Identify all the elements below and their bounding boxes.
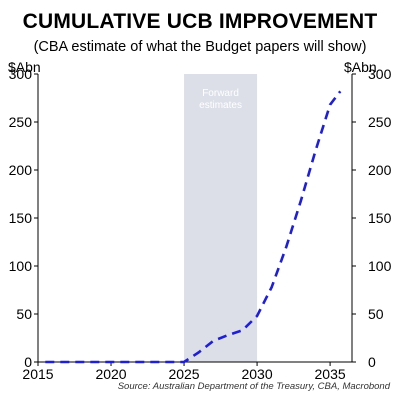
y-tick-label-left: 200 <box>9 162 33 178</box>
y-tick-label-right: 100 <box>368 258 392 274</box>
forward-estimates-label-line2: estimates <box>199 100 242 111</box>
series-lines <box>45 90 342 364</box>
y-tick-label-left: 150 <box>9 210 33 226</box>
y-tick-label-right: 200 <box>368 162 392 178</box>
y-tick-label-right: 300 <box>368 66 392 82</box>
y-tick-label-left: 100 <box>9 258 33 274</box>
series-line-ucb-improvement <box>45 90 342 364</box>
y-tick-label-left: 250 <box>9 114 33 130</box>
y-tick-label-left: 50 <box>16 306 32 322</box>
forward-estimates-band <box>184 74 258 362</box>
chart-source: Source: Australian Department of the Tre… <box>117 381 390 392</box>
y-tick-label-right: 0 <box>368 354 376 370</box>
y-tick-label-right: 50 <box>368 306 384 322</box>
y-axis-unit-right: $Abn <box>344 59 377 75</box>
x-tick-label: 2030 <box>241 366 272 382</box>
y-tick-label-right: 150 <box>368 210 392 226</box>
x-tick-label: 2020 <box>95 366 126 382</box>
y-axis-unit-left: $Abn <box>8 59 41 75</box>
y-tick-label-right: 250 <box>368 114 392 130</box>
tick-labels: 0 0 50 50 100 100 150 150 200 200 250 250 300 300 2015… <box>9 66 392 382</box>
x-tick-label: 2035 <box>315 366 346 382</box>
chart-subtitle: (CBA estimate of what the Budget papers … <box>33 39 367 55</box>
x-tick-label: 2025 <box>168 366 199 382</box>
forward-estimates-label-line1: Forward <box>202 88 239 99</box>
chart-title: CUMULATIVE UCB IMPROVEMENT <box>22 10 378 33</box>
y-tick-label-left: 300 <box>9 66 33 82</box>
y-tick-label-left: 0 <box>24 354 32 370</box>
x-tick-label: 2015 <box>22 366 53 382</box>
